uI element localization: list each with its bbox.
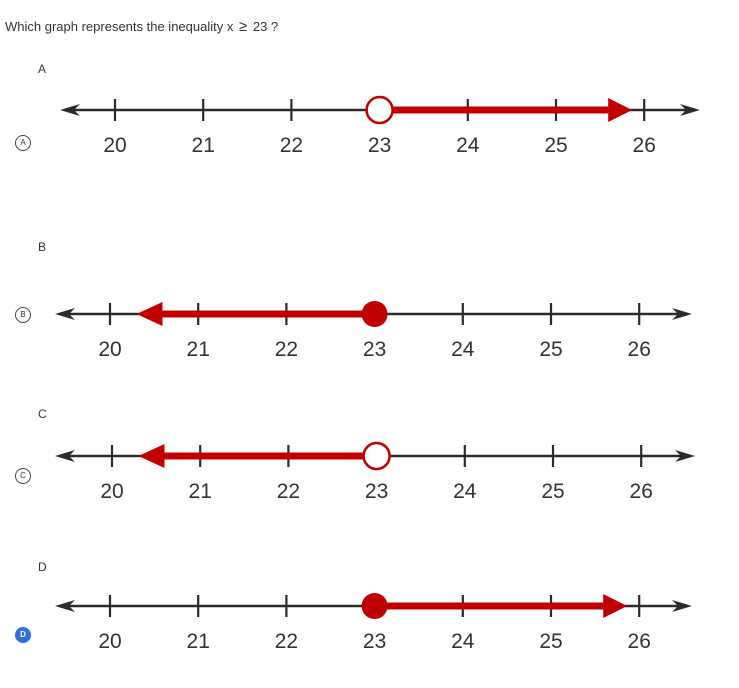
axis-right-arrow [672,600,692,612]
tick-label: 23 [363,630,386,653]
tick-label: 20 [98,630,121,653]
number-line-c: 20 21 22 23 24 25 26 [55,441,695,503]
radio-option-a[interactable]: A [15,135,31,151]
tick-label: 23 [368,134,391,157]
tick-label: 26 [628,630,651,653]
solution-ray-arrowhead [603,594,628,618]
tick-label: 20 [98,338,121,361]
radio-option-c[interactable]: C [15,468,31,484]
solution-ray-arrowhead [138,444,165,468]
tick-label: 22 [275,338,298,361]
open-endpoint [365,95,394,125]
number-line-b: 20 21 22 23 24 25 26 [55,301,692,361]
tick-label: 24 [451,338,475,361]
solution-ray-arrowhead [136,302,163,326]
tick-label: 22 [280,134,303,157]
radio-option-b[interactable]: B [15,307,31,323]
tick-label: 22 [275,630,298,653]
axis-right-arrow [675,450,695,462]
closed-endpoint [361,301,388,327]
tick-label: 25 [539,630,562,653]
option-a-label: A [38,62,47,76]
number-line-a: 20 21 22 23 24 25 26 [60,95,700,157]
axis-left-arrow [60,104,80,116]
axis-right-arrow [680,104,700,116]
open-endpoint [362,441,391,471]
option-b-label: B [38,240,47,254]
tick-label: 25 [541,480,564,503]
axis-left-arrow [55,450,75,462]
tick-label: 26 [630,480,653,503]
tick-label: 26 [628,338,651,361]
tick-label: 21 [187,630,210,653]
tick-label: 20 [103,134,126,157]
tick-label: 24 [453,480,477,503]
axis-left-arrow [55,600,75,612]
tick-label: 21 [187,338,210,361]
tick-label: 22 [277,480,300,503]
solution-ray-arrowhead [608,98,633,122]
tick-label: 24 [451,630,475,653]
tick-label: 24 [456,134,480,157]
closed-endpoint [361,593,388,619]
axis-right-arrow [672,308,692,320]
question-prefix: Which graph represents the inequality x [5,19,234,34]
inequality-symbol: ≥ [238,18,248,35]
tick-label: 26 [633,134,656,157]
tick-label: 21 [189,480,212,503]
tick-label: 23 [365,480,388,503]
question-suffix: 23 ? [252,19,279,34]
tick-label: 20 [100,480,123,503]
tick-label: 23 [363,338,386,361]
radio-option-d[interactable]: D [15,627,31,643]
tick-label: 21 [192,134,215,157]
axis-left-arrow [55,308,75,320]
tick-label: 25 [539,338,562,361]
option-d-label: D [38,560,47,574]
question-text: Which graph represents the inequality x … [5,18,278,35]
tick-label: 25 [544,134,567,157]
option-c-label: C [38,407,47,421]
number-line-d: 20 21 22 23 24 25 26 [55,593,692,653]
